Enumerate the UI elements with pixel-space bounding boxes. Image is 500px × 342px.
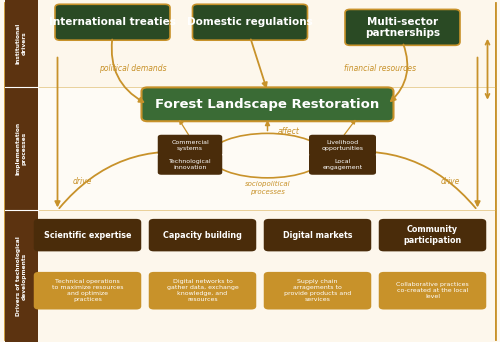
FancyBboxPatch shape	[149, 272, 256, 310]
Text: sociopolitical
processes: sociopolitical processes	[244, 181, 290, 195]
Ellipse shape	[210, 133, 325, 178]
FancyBboxPatch shape	[38, 210, 495, 342]
Text: Domestic regulations: Domestic regulations	[187, 17, 313, 27]
FancyBboxPatch shape	[379, 219, 486, 251]
Text: drive: drive	[440, 177, 460, 186]
FancyBboxPatch shape	[5, 87, 38, 210]
FancyBboxPatch shape	[149, 219, 256, 251]
Text: International treaties: International treaties	[49, 17, 176, 27]
Text: political demands: political demands	[98, 64, 166, 73]
FancyBboxPatch shape	[34, 272, 142, 310]
FancyBboxPatch shape	[379, 272, 486, 310]
FancyBboxPatch shape	[38, 0, 495, 87]
Text: Capacity building: Capacity building	[163, 231, 242, 240]
Text: Technological
innovation: Technological innovation	[168, 159, 212, 170]
FancyBboxPatch shape	[34, 219, 142, 251]
Text: Drivers of technological
developments: Drivers of technological developments	[16, 236, 27, 316]
Text: Scientific expertise: Scientific expertise	[44, 231, 131, 240]
FancyBboxPatch shape	[55, 4, 170, 40]
FancyBboxPatch shape	[158, 135, 222, 156]
FancyBboxPatch shape	[309, 154, 376, 175]
Text: Commercial
systems: Commercial systems	[171, 140, 209, 151]
Text: Digital networks to
gather data, exchange
knowledge, and
resources: Digital networks to gather data, exchang…	[166, 279, 238, 302]
Text: Local
engagement: Local engagement	[322, 159, 362, 170]
FancyBboxPatch shape	[345, 9, 460, 45]
FancyBboxPatch shape	[38, 87, 495, 210]
FancyBboxPatch shape	[264, 219, 371, 251]
FancyBboxPatch shape	[5, 3, 495, 339]
FancyBboxPatch shape	[142, 88, 394, 121]
FancyBboxPatch shape	[5, 0, 38, 87]
Text: Institutional
drivers: Institutional drivers	[16, 23, 27, 64]
Text: Implementation
processes: Implementation processes	[16, 122, 27, 175]
Text: affect: affect	[278, 128, 299, 136]
FancyBboxPatch shape	[264, 272, 371, 310]
FancyBboxPatch shape	[192, 4, 308, 40]
Text: Technical operations
to maximize resources
and optimize
practices: Technical operations to maximize resourc…	[52, 279, 123, 302]
Text: Forest Landscape Restoration: Forest Landscape Restoration	[156, 98, 380, 111]
Text: Community
participation: Community participation	[404, 225, 462, 245]
Text: Multi-sector
partnerships: Multi-sector partnerships	[365, 16, 440, 38]
Text: Digital markets: Digital markets	[283, 231, 352, 240]
Text: financial resources: financial resources	[344, 64, 416, 73]
FancyBboxPatch shape	[158, 154, 222, 175]
Text: Livelihood
opportunities: Livelihood opportunities	[322, 140, 364, 151]
Text: Collaborative practices
co-created at the local
level: Collaborative practices co-created at th…	[396, 282, 469, 299]
FancyBboxPatch shape	[5, 210, 38, 342]
Text: drive: drive	[73, 177, 92, 186]
FancyBboxPatch shape	[309, 135, 376, 156]
Text: Supply chain
arragements to
provide products and
services: Supply chain arragements to provide prod…	[284, 279, 351, 302]
